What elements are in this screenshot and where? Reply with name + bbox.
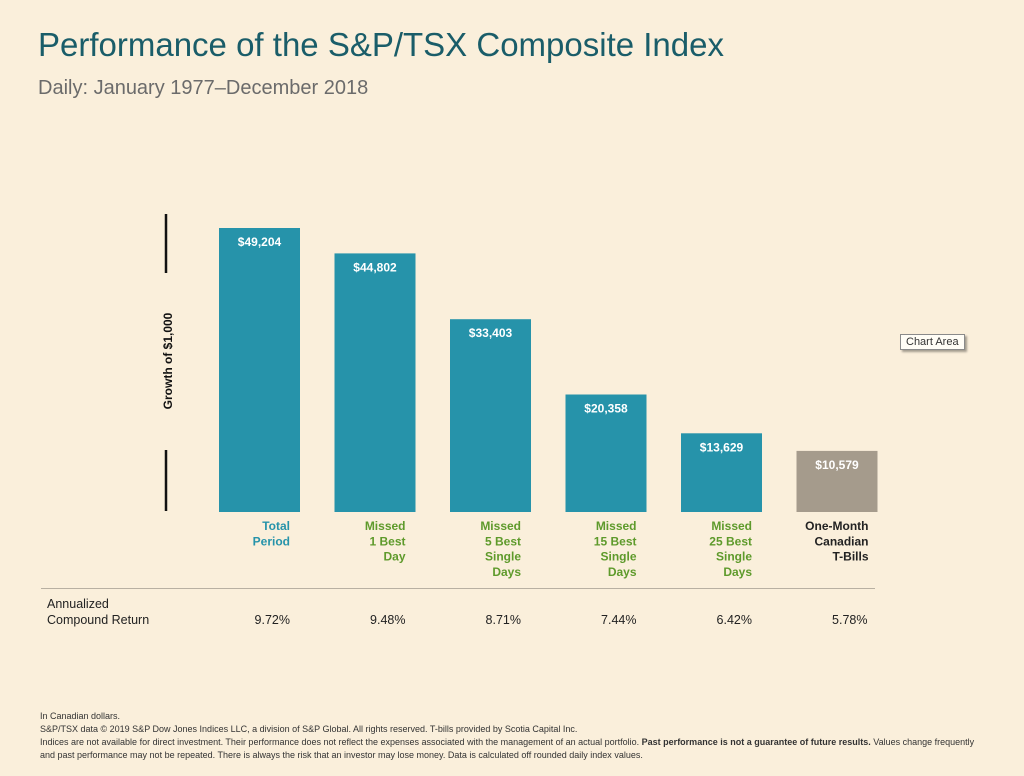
bars-group: $49,204 $44,802 $33,403 $20,358 $13,629 $10,5… xyxy=(219,228,878,512)
chart-area-tooltip: Chart Area xyxy=(900,334,965,350)
y-axis-label: Growth of $1,000 xyxy=(161,312,175,409)
category-label-1-line-0: Missed xyxy=(365,519,406,533)
category-label-2-line-0: Missed xyxy=(480,519,521,533)
footnote-risk: and past performance may not be repeated… xyxy=(40,750,643,760)
table-divider xyxy=(41,588,875,589)
category-label-3-line-3: Days xyxy=(608,565,637,579)
category-label-3-line-2: Single xyxy=(600,550,636,564)
bar-0 xyxy=(219,228,300,512)
footnote-copyright: S&P/TSX data © 2019 S&P Dow Jones Indice… xyxy=(40,724,578,734)
category-label-5-line-0: One-Month xyxy=(805,519,868,533)
data-label-2: $33,403 xyxy=(469,326,513,340)
annualized-return-0: 9.72% xyxy=(254,613,290,627)
category-label-1-line-1: 1 Best xyxy=(369,534,405,548)
page-title: Performance of the S&P/TSX Composite Ind… xyxy=(38,26,724,63)
category-label-2-line-2: Single xyxy=(485,550,521,564)
annualized-return-5: 5.78% xyxy=(832,613,868,627)
category-label-5-line-1: Canadian xyxy=(814,534,868,548)
footnotes: In Canadian dollars. S&P/TSX data © 2019… xyxy=(40,710,1015,762)
category-label-4-line-1: 25 Best xyxy=(709,534,752,548)
category-label-1-line-2: Day xyxy=(383,550,405,564)
data-label-4: $13,629 xyxy=(700,440,744,454)
annualized-return-3: 7.44% xyxy=(601,613,637,627)
data-label-5: $10,579 xyxy=(815,458,859,472)
row-label-line1: Annualized xyxy=(47,597,109,611)
data-label-3: $20,358 xyxy=(584,402,628,416)
annualized-return-1: 9.48% xyxy=(370,613,406,627)
category-label-4-line-0: Missed xyxy=(711,519,752,533)
footnote-disclaimer-b: Values change frequently xyxy=(870,737,975,747)
data-label-1: $44,802 xyxy=(353,260,397,274)
category-label-5-line-2: T-Bills xyxy=(832,550,868,564)
annualized-return-label: Annualized Compound Return xyxy=(47,596,207,628)
bar-3 xyxy=(565,394,647,512)
row-label-line2: Compound Return xyxy=(47,613,150,627)
footnote-disclaimer-a: Indices are not available for direct inv… xyxy=(40,737,642,747)
page-subtitle: Daily: January 1977–December 2018 xyxy=(38,77,369,99)
category-label-0-line-1: Period xyxy=(253,534,290,548)
bar-1 xyxy=(334,253,416,512)
category-label-3-line-0: Missed xyxy=(596,519,637,533)
bar-5 xyxy=(796,450,878,512)
bar-2 xyxy=(450,319,531,512)
category-label-0-line-0: Total xyxy=(262,519,290,533)
footnote-disclaimer-bold: Past performance is not a guarantee of f… xyxy=(641,737,871,747)
bar-4 xyxy=(681,433,762,512)
annualized-return-4: 6.42% xyxy=(716,613,752,627)
category-label-4-line-3: Days xyxy=(723,565,752,579)
footnote-disclaimer: Indices are not available for direct inv… xyxy=(40,736,1015,749)
category-label-2-line-3: Days xyxy=(492,565,521,579)
footnote-currency: In Canadian dollars. xyxy=(40,711,121,721)
category-label-3-line-1: 15 Best xyxy=(594,534,637,548)
data-label-0: $49,204 xyxy=(238,235,282,249)
category-label-2-line-1: 5 Best xyxy=(485,534,521,548)
annualized-return-2: 8.71% xyxy=(485,613,521,627)
category-label-4-line-2: Single xyxy=(716,550,752,564)
